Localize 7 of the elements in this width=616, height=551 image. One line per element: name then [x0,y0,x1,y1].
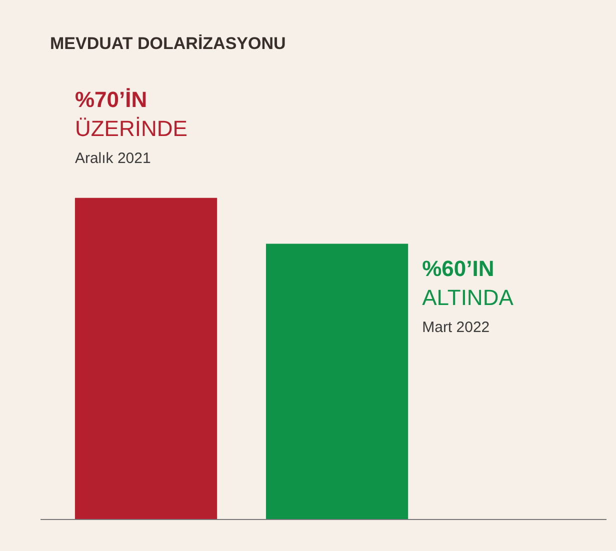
text: %70’İN [74,86,148,112]
text: Aralık 2021 [74,150,151,167]
chart-title: MEVDUAT DOLARİZASYONU [50,34,286,53]
annotation: ALTINDA [422,284,514,310]
annotation: %60’IN [422,256,494,281]
annotation: Mart 2022 [422,318,490,336]
text: ÜZERİNDE [74,116,188,141]
